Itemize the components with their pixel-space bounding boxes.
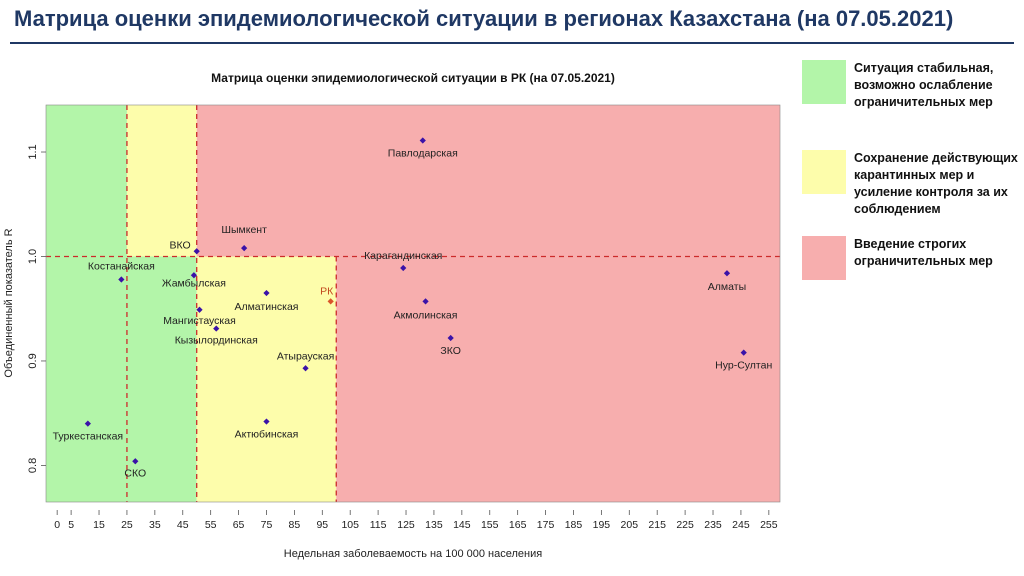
- chart-title: Матрица оценки эпидемиологической ситуац…: [211, 71, 615, 85]
- data-point: Карагандинская: [364, 250, 442, 272]
- point-label: ВКО: [170, 239, 191, 251]
- data-point: Алматинская: [234, 289, 298, 313]
- x-tick-label: 125: [397, 519, 415, 531]
- y-tick-label: 0.8: [27, 458, 39, 473]
- point-marker: [422, 298, 429, 305]
- x-tick-label: 15: [93, 519, 105, 531]
- threshold-lines: [46, 105, 780, 502]
- point-label: Жамбылская: [162, 277, 226, 289]
- data-point: РК: [320, 285, 334, 305]
- point-marker: [447, 334, 454, 342]
- point-label: Павлодарская: [388, 148, 458, 160]
- y-tick-label: 0.9: [27, 353, 39, 368]
- point-label: Туркестанская: [53, 431, 124, 443]
- point-marker: [400, 264, 407, 272]
- data-points: Павлодарская ВКО Шымкент Карагандинская Кост…: [53, 137, 772, 479]
- x-tick-label: 115: [370, 519, 387, 531]
- legend-swatch-yellow: [802, 150, 846, 194]
- x-tick-label: 75: [261, 519, 273, 531]
- point-marker: [302, 365, 309, 372]
- point-marker: [327, 298, 334, 305]
- x-tick-label: 65: [233, 519, 245, 531]
- zone-2: [126, 105, 197, 257]
- point-label: Мангистауская: [163, 315, 236, 327]
- x-tick-label: 215: [648, 519, 666, 531]
- x-tick-label: 165: [509, 519, 527, 531]
- point-label: Алматинская: [234, 301, 298, 313]
- zone-0: [46, 256, 197, 502]
- x-tick-label: 85: [289, 519, 301, 531]
- x-tick-label: 5: [68, 519, 74, 531]
- x-tick-label: 205: [621, 519, 639, 531]
- data-point: Атырауская: [277, 350, 334, 372]
- x-tick-label: 95: [316, 519, 328, 531]
- legend-swatch-green: [802, 60, 846, 104]
- x-axis: 0 5 15 25 35 45 55 65 75 85 95 105 115 125 135 145 155 16…: [54, 510, 778, 531]
- x-tick-label: 25: [121, 519, 133, 531]
- point-label: Костанайская: [88, 260, 155, 272]
- x-tick-label: 235: [704, 519, 722, 531]
- point-label: Шымкент: [221, 224, 267, 236]
- slide-title: Матрица оценки эпидемиологической ситуац…: [14, 6, 954, 31]
- x-tick-label: 135: [425, 519, 443, 531]
- x-tick-label: 145: [453, 519, 471, 531]
- point-marker: [263, 418, 270, 425]
- y-axis: 0.8 0.9 1.0 1.1: [27, 144, 46, 473]
- x-axis-title: Недельная заболеваемость на 100 000 насе…: [284, 548, 542, 560]
- data-point: Шымкент: [221, 224, 267, 252]
- zone-4: [196, 105, 781, 257]
- point-label: Алматы: [708, 281, 746, 293]
- x-tick-label: 175: [537, 519, 555, 531]
- x-tick-label: 185: [565, 519, 583, 531]
- point-label: Актюбинская: [235, 429, 299, 441]
- y-tick-label: 1.1: [27, 144, 39, 159]
- zone-5: [336, 256, 780, 502]
- data-point: Актюбинская: [235, 418, 299, 441]
- data-point: Акмолинская: [394, 298, 458, 321]
- point-marker: [263, 289, 270, 297]
- x-tick-label: 225: [676, 519, 694, 531]
- data-point: Жамбылская: [162, 272, 226, 289]
- legend-swatch-red: [802, 236, 846, 280]
- point-label: РК: [320, 285, 334, 297]
- title-divider: [10, 42, 1014, 44]
- point-label: Нур-Султан: [715, 360, 772, 372]
- point-label: ЗКО: [440, 345, 461, 357]
- y-tick-label: 1.0: [27, 249, 39, 264]
- point-label: Кызылординская: [175, 335, 258, 347]
- x-tick-label: 45: [177, 519, 189, 531]
- legend-label: Сохранение действующих карантинных мер и…: [854, 151, 1018, 216]
- legend-label: Введение строгих ограничительных мер: [854, 237, 993, 268]
- point-label: Карагандинская: [364, 250, 442, 262]
- x-tick-label: 195: [593, 519, 611, 531]
- x-tick-label: 245: [732, 519, 750, 531]
- x-tick-label: 35: [149, 519, 161, 531]
- zone-3: [196, 256, 337, 502]
- y-axis-title: Объединенный показатель R: [3, 228, 15, 377]
- x-tick-label: 255: [760, 519, 778, 531]
- x-tick-label: 0: [54, 519, 60, 531]
- zone-backgrounds: [46, 105, 781, 502]
- x-tick-label: 105: [341, 519, 359, 531]
- scatter-chart: 0.8 0.9 1.0 1.1 0 5 15 25 35 45 55 65 75 85 95 105 115 1…: [3, 71, 781, 560]
- zone-1: [46, 105, 127, 257]
- point-label: СКО: [124, 467, 146, 479]
- point-label: Атырауская: [277, 350, 334, 362]
- point-label: Акмолинская: [394, 309, 458, 321]
- data-point: ЗКО: [440, 334, 461, 357]
- x-tick-label: 155: [481, 519, 499, 531]
- plot-frame: [45, 104, 781, 503]
- legend-label: Ситуация стабильная, возможно ослабление…: [854, 61, 994, 109]
- x-tick-label: 55: [205, 519, 217, 531]
